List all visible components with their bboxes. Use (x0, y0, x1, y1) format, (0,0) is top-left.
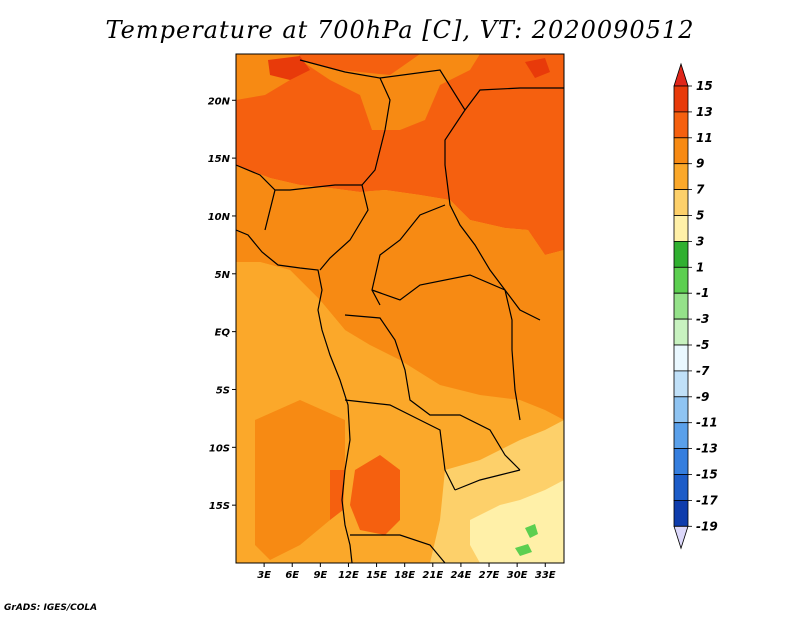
colorbar-segment (673, 266, 689, 294)
colorbar-segment (673, 474, 689, 501)
colorbar-label: -5 (696, 338, 709, 352)
colorbar-label: 5 (696, 209, 704, 223)
colorbar-label: -9 (696, 390, 709, 404)
colorbar-label: -13 (696, 442, 718, 456)
x-tick-label: 18E (394, 570, 415, 581)
colorbar-top-arrow (673, 62, 689, 87)
temperature-field (236, 54, 564, 563)
colorbar-segment (673, 422, 689, 450)
y-tick-label: 10N (208, 212, 231, 223)
field-band-11c (236, 165, 564, 420)
colorbar-segment (673, 318, 689, 346)
field-hot-spot-2 (525, 58, 550, 78)
colorbar-segment (673, 163, 689, 190)
y-tick-label: 15S (209, 501, 230, 512)
y-tick-label: EQ (215, 328, 231, 339)
colorbar-segment (673, 85, 689, 113)
colorbar-label: -19 (696, 519, 718, 533)
x-tick-label: 9E (313, 570, 327, 581)
colorbar-label: -3 (696, 312, 709, 326)
colorbar-label: 7 (696, 183, 705, 197)
colorbar-segment (673, 292, 689, 320)
map-title: Temperature at 700hPa [C], VT: 202009051… (105, 16, 695, 44)
colorbar-label: -7 (696, 364, 710, 378)
x-tick-label: 30E (507, 570, 528, 581)
field-band-11a (300, 54, 480, 130)
colorbar-segment (673, 344, 689, 372)
colorbar-segment (673, 448, 689, 475)
x-tick-label: 15E (366, 570, 387, 581)
credit-label: GrADS: IGES/COLA (4, 603, 98, 613)
country-borders (236, 59, 564, 563)
x-tick-label: 21E (422, 570, 443, 581)
colorbar-segment (673, 370, 689, 398)
y-tick-label: 5N (215, 270, 231, 281)
x-tick-label: 27E (479, 570, 500, 581)
field-band-1-patch (515, 544, 532, 556)
x-tick-label: 6E (285, 570, 299, 581)
y-axis-ticks: 20N 15N 10N 5N EQ 5S 10S 15S (208, 96, 236, 512)
colorbar-label: -11 (696, 416, 718, 430)
colorbar-segment (673, 396, 689, 424)
y-tick-label: 15N (208, 154, 231, 165)
map-frame (235, 53, 565, 564)
x-tick-label: 12E (338, 570, 359, 581)
colorbar-label: 9 (696, 157, 704, 171)
colorbar-label: 11 (696, 131, 713, 145)
field-hot-spot (268, 56, 310, 80)
colorbar-label: 3 (696, 234, 704, 248)
x-tick-label: 3E (257, 570, 271, 581)
field-band-5-se (470, 480, 564, 563)
colorbar-segment (673, 111, 689, 139)
y-tick-label: 10S (209, 443, 230, 454)
colorbar-label: -15 (696, 468, 718, 482)
field-band-13 (236, 54, 564, 255)
colorbar-label: 15 (696, 79, 713, 93)
field-band-1-patch-2 (525, 524, 538, 538)
field-band-13-namib (330, 470, 345, 520)
colorbar-segment (673, 137, 689, 165)
x-tick-label: 33E (535, 570, 556, 581)
colorbar-segment (673, 499, 689, 527)
field-band-13-angola (350, 455, 400, 535)
colorbar-label: 1 (696, 260, 704, 274)
y-tick-label: 5S (216, 385, 230, 396)
y-tick-label: 20N (208, 96, 231, 107)
colorbar: 15 13 11 9 7 5 3 1 -1 -3 -5 -7 -9 -11 -13 -15 -17 -19 (673, 62, 718, 550)
field-band-11-angola (255, 400, 345, 560)
x-axis-ticks: 3E 6E 9E 12E 15E 18E 21E 24E 27E 30E 33E (257, 563, 556, 581)
colorbar-segment (673, 240, 689, 268)
x-tick-label: 24E (451, 570, 472, 581)
colorbar-segment (673, 215, 689, 242)
colorbar-label: 13 (696, 105, 713, 119)
colorbar-label: -1 (696, 286, 709, 300)
colorbar-label: -17 (696, 493, 718, 507)
colorbar-bottom-arrow (673, 525, 689, 550)
colorbar-segment (673, 189, 689, 216)
